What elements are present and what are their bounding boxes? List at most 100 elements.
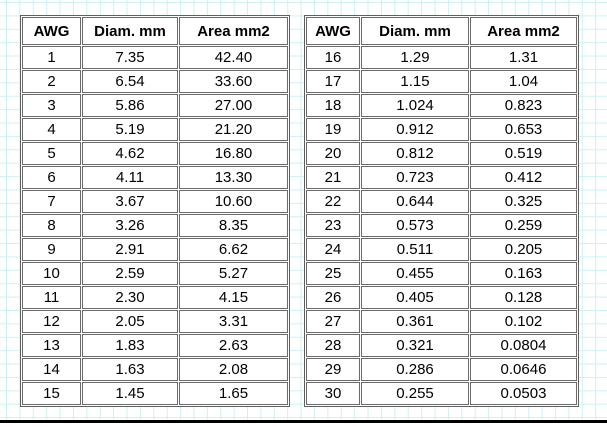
table-cell: 10.60 [179, 190, 288, 213]
awg-table-1-15: AWG Diam. mm Area mm2 1 7.35 42.40 2 6.54 33.60… [20, 15, 290, 407]
table-cell: 7.35 [82, 46, 178, 69]
table-cell: 0.325 [470, 190, 577, 213]
table-cell: 4.15 [179, 286, 288, 309]
table-row: 22 0.644 0.325 [306, 190, 577, 213]
bottom-rule [0, 420, 607, 423]
table-cell: 3.31 [179, 310, 288, 333]
table-cell: 0.823 [470, 94, 577, 117]
table-row: 4 5.19 21.20 [22, 118, 288, 141]
table-cell: 12 [22, 310, 81, 333]
table-cell: 2.30 [82, 286, 178, 309]
table-row: 25 0.455 0.163 [306, 262, 577, 285]
table-cell: 0.412 [470, 166, 577, 189]
table-cell: 11 [22, 286, 81, 309]
table-cell: 0.573 [361, 214, 469, 237]
table-row: 21 0.723 0.412 [306, 166, 577, 189]
column-header: Area mm2 [179, 17, 288, 45]
table-cell: 1.45 [82, 382, 178, 405]
table-cell: 0.644 [361, 190, 469, 213]
table-row: 30 0.255 0.0503 [306, 382, 577, 405]
table-row: 12 2.05 3.31 [22, 310, 288, 333]
table-cell: 16.80 [179, 142, 288, 165]
table-cell: 0.321 [361, 334, 469, 357]
table-cell: 0.255 [361, 382, 469, 405]
table-cell: 4.62 [82, 142, 178, 165]
table-cell: 5.19 [82, 118, 178, 141]
table-row: 8 3.26 8.35 [22, 214, 288, 237]
table-cell: 2.91 [82, 238, 178, 261]
table-cell: 0.0503 [470, 382, 577, 405]
table-row: 7 3.67 10.60 [22, 190, 288, 213]
table-cell: 0.511 [361, 238, 469, 261]
table-cell: 0.723 [361, 166, 469, 189]
table-row: 3 5.86 27.00 [22, 94, 288, 117]
table-cell: 27 [306, 310, 360, 333]
table-cell: 6 [22, 166, 81, 189]
table-cell: 2.08 [179, 358, 288, 381]
table-cell: 13.30 [179, 166, 288, 189]
table-row: 20 0.812 0.519 [306, 142, 577, 165]
table-cell: 14 [22, 358, 81, 381]
table-cell: 1.15 [361, 70, 469, 93]
table-header-row: AWG Diam. mm Area mm2 [306, 17, 577, 45]
table-cell: 26 [306, 286, 360, 309]
below-rule-margin [0, 423, 607, 427]
awg-table-16-30: AWG Diam. mm Area mm2 16 1.29 1.31 17 1.15 1.04… [304, 15, 579, 407]
table-cell: 2.59 [82, 262, 178, 285]
table-cell: 21 [306, 166, 360, 189]
table-cell: 13 [22, 334, 81, 357]
table-cell: 42.40 [179, 46, 288, 69]
table-row: 23 0.573 0.259 [306, 214, 577, 237]
column-header: Diam. mm [82, 17, 178, 45]
table-row: 1 7.35 42.40 [22, 46, 288, 69]
table-row: 26 0.405 0.128 [306, 286, 577, 309]
table-cell: 1.65 [179, 382, 288, 405]
table-cell: 3.67 [82, 190, 178, 213]
table-cell: 5.27 [179, 262, 288, 285]
table-cell: 0.0804 [470, 334, 577, 357]
table-cell: 2.63 [179, 334, 288, 357]
table-cell: 8 [22, 214, 81, 237]
header-row: AWG Diam. mm Area mm2 [22, 17, 288, 45]
table-cell: 10 [22, 262, 81, 285]
table-row: 2 6.54 33.60 [22, 70, 288, 93]
column-header: AWG [306, 17, 360, 45]
table-row: 14 1.63 2.08 [22, 358, 288, 381]
table-cell: 5 [22, 142, 81, 165]
table-cell: 0.405 [361, 286, 469, 309]
table-cell: 22 [306, 190, 360, 213]
table-cell: 1.024 [361, 94, 469, 117]
table-cell: 25 [306, 262, 360, 285]
table-cell: 2 [22, 70, 81, 93]
table-cell: 3.26 [82, 214, 178, 237]
table-row: 19 0.912 0.653 [306, 118, 577, 141]
table-row: 15 1.45 1.65 [22, 382, 288, 405]
table-cell: 0.912 [361, 118, 469, 141]
table-cell: 27.00 [179, 94, 288, 117]
table-cell: 0.0646 [470, 358, 577, 381]
table-header-row: AWG Diam. mm Area mm2 [22, 17, 288, 45]
table-cell: 23 [306, 214, 360, 237]
table-cell: 33.60 [179, 70, 288, 93]
column-header: Area mm2 [470, 17, 577, 45]
table-row: 5 4.62 16.80 [22, 142, 288, 165]
table-row: 16 1.29 1.31 [306, 46, 577, 69]
table-cell: 19 [306, 118, 360, 141]
table-cell: 24 [306, 238, 360, 261]
table-row: 24 0.511 0.205 [306, 238, 577, 261]
table-row: 9 2.91 6.62 [22, 238, 288, 261]
table-cell: 29 [306, 358, 360, 381]
table-cell: 16 [306, 46, 360, 69]
table-cell: 1 [22, 46, 81, 69]
table-cell: 15 [22, 382, 81, 405]
table-cell: 0.102 [470, 310, 577, 333]
table-cell: 0.286 [361, 358, 469, 381]
table-row: 13 1.83 2.63 [22, 334, 288, 357]
table-cell: 6.62 [179, 238, 288, 261]
table-cell: 0.259 [470, 214, 577, 237]
table-cell: 20 [306, 142, 360, 165]
table-cell: 6.54 [82, 70, 178, 93]
table-cell: 21.20 [179, 118, 288, 141]
table-cell: 1.63 [82, 358, 178, 381]
